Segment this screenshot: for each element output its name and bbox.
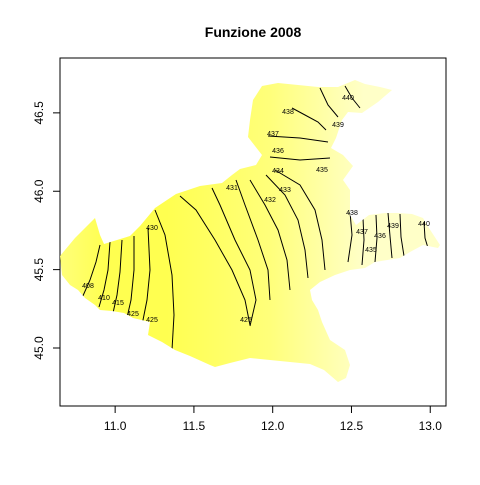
contour-label: 440 bbox=[342, 95, 354, 102]
contour-label: 437 bbox=[356, 229, 368, 236]
contour-line bbox=[81, 244, 101, 299]
x-tick-label: 12.0 bbox=[261, 419, 285, 433]
contour-label: 425 bbox=[127, 311, 139, 318]
x-tick-label: 13.0 bbox=[419, 419, 443, 433]
contour-label: 435 bbox=[365, 247, 377, 254]
contour-line bbox=[211, 187, 257, 327]
contour-label: 436 bbox=[374, 233, 386, 240]
contour-line bbox=[399, 213, 405, 257]
contour-label: 408 bbox=[82, 283, 94, 290]
y-axis: 45.0 45.5 46.0 46.5 bbox=[32, 101, 60, 360]
y-tick-label: 45.5 bbox=[32, 258, 46, 282]
contour-line bbox=[179, 195, 251, 326]
contour-line bbox=[347, 211, 353, 263]
contour-label: 434 bbox=[272, 168, 284, 175]
x-tick-label: 11.5 bbox=[183, 419, 206, 433]
contour-line bbox=[267, 135, 329, 143]
contour-line bbox=[274, 169, 326, 271]
contour-label: 436 bbox=[272, 148, 284, 155]
contour-line bbox=[98, 241, 111, 308]
contour-line bbox=[344, 85, 361, 109]
contour-label: 430 bbox=[146, 225, 158, 232]
contour-label: 439 bbox=[332, 122, 344, 129]
y-tick-label: 46.5 bbox=[32, 101, 46, 125]
contour-line bbox=[319, 87, 339, 118]
contour-line bbox=[154, 209, 175, 351]
contour-label: 438 bbox=[282, 109, 294, 116]
contour-label: 437 bbox=[267, 131, 279, 138]
contour-line bbox=[387, 212, 393, 259]
contour-label: 425 bbox=[146, 317, 158, 324]
contour-lines bbox=[81, 85, 429, 351]
contour-label: 440 bbox=[418, 221, 430, 228]
contour-line bbox=[125, 236, 135, 323]
contour-label: 425 bbox=[240, 317, 252, 324]
x-tick-label: 11.0 bbox=[104, 419, 127, 433]
contour-label: 438 bbox=[346, 210, 358, 217]
contour-label: 431 bbox=[226, 185, 238, 192]
contour-line bbox=[140, 227, 151, 331]
contour-line bbox=[374, 214, 378, 263]
contour-label: 432 bbox=[264, 197, 276, 204]
region-shape bbox=[60, 80, 440, 382]
contour-line bbox=[235, 179, 271, 301]
contour-label: 410 bbox=[98, 295, 110, 302]
x-axis: 11.0 11.5 12.0 12.5 13.0 bbox=[104, 405, 443, 433]
chart-title: Funzione 2008 bbox=[205, 24, 302, 40]
contour-label: 439 bbox=[387, 223, 399, 230]
contour-label: 433 bbox=[279, 187, 291, 194]
contour-line bbox=[112, 239, 123, 314]
x-tick-label: 12.5 bbox=[340, 419, 364, 433]
contour-line bbox=[423, 221, 429, 249]
contour-label: 435 bbox=[316, 167, 328, 174]
contour-label: 415 bbox=[112, 300, 124, 307]
contour-line bbox=[361, 217, 365, 266]
y-tick-label: 46.0 bbox=[32, 179, 46, 203]
contour-line bbox=[291, 107, 327, 131]
contour-line bbox=[265, 174, 309, 279]
contour-line bbox=[269, 156, 331, 161]
y-tick-label: 45.0 bbox=[32, 336, 46, 360]
contour-line bbox=[249, 179, 291, 291]
